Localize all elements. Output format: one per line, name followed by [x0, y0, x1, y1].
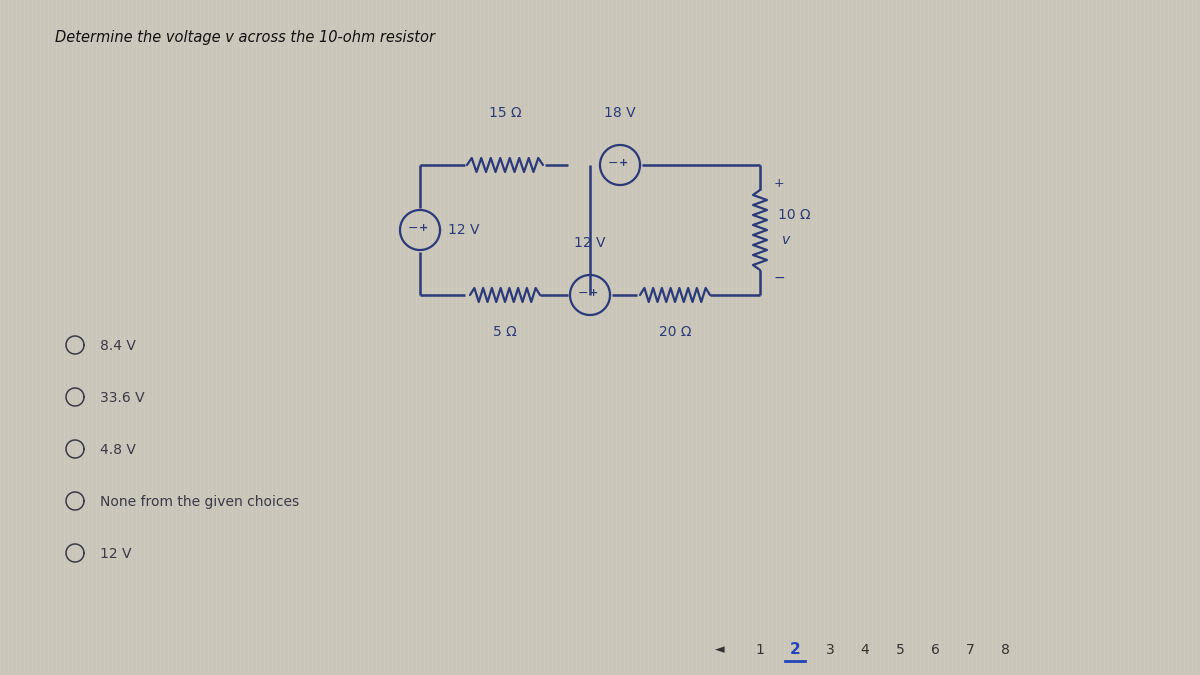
- Text: ◄: ◄: [715, 643, 725, 657]
- Text: None from the given choices: None from the given choices: [100, 495, 299, 509]
- Text: 10 Ω: 10 Ω: [778, 208, 811, 222]
- Text: 33.6 V: 33.6 V: [100, 391, 145, 405]
- Text: −: −: [577, 286, 588, 300]
- Text: +: +: [419, 223, 428, 233]
- Text: 4: 4: [860, 643, 869, 657]
- Text: 2: 2: [790, 643, 800, 657]
- Text: 3: 3: [826, 643, 834, 657]
- Text: 20 Ω: 20 Ω: [659, 325, 691, 339]
- Text: 4.8 V: 4.8 V: [100, 443, 136, 457]
- Text: +: +: [619, 158, 629, 168]
- Text: 12 V: 12 V: [575, 236, 606, 250]
- Text: 15 Ω: 15 Ω: [488, 106, 521, 120]
- Text: 5 Ω: 5 Ω: [493, 325, 517, 339]
- Text: 7: 7: [966, 643, 974, 657]
- Text: v: v: [782, 233, 791, 247]
- Text: 12 V: 12 V: [100, 547, 132, 561]
- Text: +: +: [589, 288, 599, 298]
- Text: −: −: [774, 271, 786, 285]
- Text: 8.4 V: 8.4 V: [100, 339, 136, 353]
- Text: 6: 6: [930, 643, 940, 657]
- Text: 8: 8: [1001, 643, 1009, 657]
- Text: 18 V: 18 V: [604, 106, 636, 120]
- Text: −: −: [408, 221, 419, 234]
- Text: +: +: [774, 177, 785, 190]
- Text: 1: 1: [756, 643, 764, 657]
- Text: 5: 5: [895, 643, 905, 657]
- Text: 12 V: 12 V: [448, 223, 480, 237]
- Text: −: −: [607, 157, 618, 169]
- Text: Determine the voltage v across the 10-ohm resistor: Determine the voltage v across the 10-oh…: [55, 30, 436, 45]
